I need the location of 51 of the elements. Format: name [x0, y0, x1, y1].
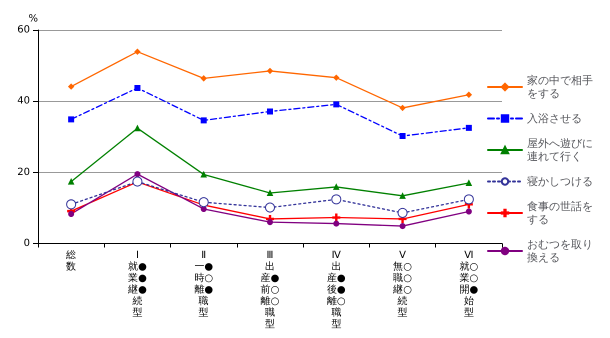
point [267, 108, 273, 114]
point [134, 48, 140, 55]
point [464, 194, 474, 204]
point [68, 116, 74, 122]
legend-label: おむつを取り換える [527, 238, 593, 264]
point [400, 133, 406, 140]
point [68, 178, 74, 185]
legend-label: 屋外へ遊びに連れて行く [527, 137, 593, 163]
point [198, 197, 209, 208]
x-tick-label: Ⅴ無○職○継○続型 [392, 250, 412, 318]
point [68, 210, 74, 217]
x-tick-label: Ⅵ就○業○開●始型 [459, 250, 478, 318]
point [200, 75, 207, 82]
point [466, 92, 472, 98]
legend-label: 入浴させる [527, 112, 582, 125]
point [466, 208, 472, 214]
legend-label: 食事の世話をする [527, 200, 593, 226]
y-tick-label: 60 [17, 24, 30, 36]
point [331, 194, 342, 204]
point [333, 74, 340, 81]
legend-label: 家の中で相手をする [527, 74, 593, 100]
point [200, 171, 207, 178]
legend-label: 寝かしつける [527, 175, 593, 188]
x-tick-label: Ⅱ一●時○離●職型 [194, 250, 214, 318]
point [332, 214, 340, 222]
point [267, 68, 273, 74]
y-tick-label: 0 [24, 238, 30, 249]
y-axis-title: % [28, 14, 38, 24]
point [400, 104, 406, 111]
point [398, 208, 408, 218]
y-tick-label: 40 [17, 96, 30, 107]
x-tick-label: 総数 [65, 248, 76, 272]
point [400, 192, 406, 199]
point [466, 124, 472, 131]
x-tick-label: Ⅰ就●業●継●続型 [127, 250, 148, 318]
x-tick-label: Ⅳ出産●後●離○職型 [326, 250, 346, 330]
point [267, 190, 273, 196]
point [333, 101, 340, 108]
point [134, 125, 140, 132]
point [267, 219, 273, 226]
point [333, 184, 340, 190]
point [134, 171, 140, 178]
point [66, 199, 76, 210]
point [265, 202, 275, 213]
point [134, 85, 140, 91]
point [400, 223, 406, 230]
point [333, 220, 340, 227]
point [200, 117, 207, 124]
point [68, 84, 74, 90]
y-tick-label: 20 [17, 166, 30, 178]
x-tick-label: Ⅲ出産●前○離○職型 [260, 250, 280, 330]
